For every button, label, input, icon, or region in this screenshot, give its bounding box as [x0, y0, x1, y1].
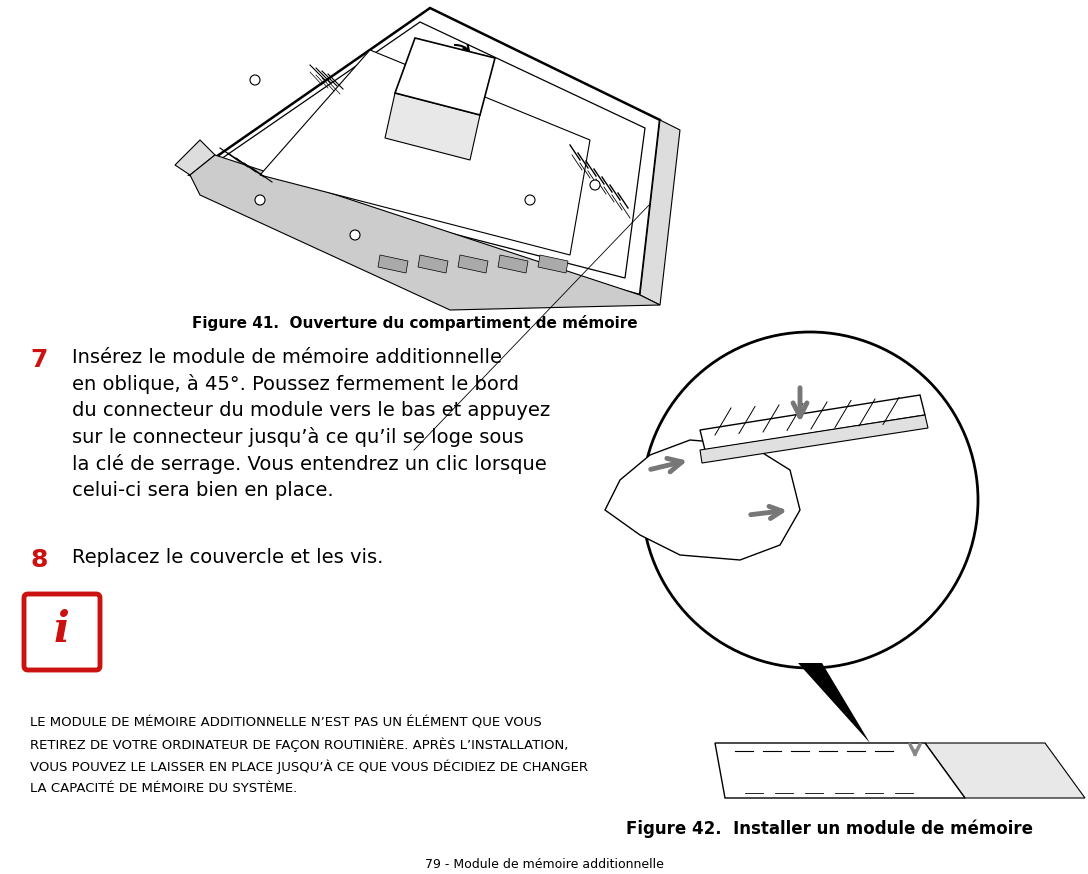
Polygon shape — [190, 8, 660, 295]
Polygon shape — [378, 255, 408, 273]
Text: Figure 41.  Ouverture du compartiment de mémoire: Figure 41. Ouverture du compartiment de … — [193, 315, 638, 331]
Circle shape — [255, 195, 265, 205]
Text: 7: 7 — [30, 348, 48, 372]
Polygon shape — [175, 140, 215, 175]
Polygon shape — [798, 663, 870, 743]
Text: i: i — [54, 609, 70, 651]
Polygon shape — [418, 255, 448, 273]
Text: Replacez le couvercle et les vis.: Replacez le couvercle et les vis. — [72, 548, 383, 567]
Text: VOUS POUVEZ LE LAISSER EN PLACE JUSQU’À CE QUE VOUS DÉCIDIEZ DE CHANGER: VOUS POUVEZ LE LAISSER EN PLACE JUSQU’À … — [30, 760, 588, 774]
Polygon shape — [925, 743, 1085, 798]
Text: LA CAPACITÉ DE MÉMOIRE DU SYSTÈME.: LA CAPACITÉ DE MÉMOIRE DU SYSTÈME. — [30, 782, 297, 795]
Polygon shape — [715, 743, 965, 798]
Polygon shape — [700, 415, 928, 463]
Polygon shape — [458, 255, 489, 273]
Polygon shape — [205, 22, 645, 278]
Polygon shape — [640, 120, 680, 305]
Polygon shape — [190, 155, 660, 310]
Polygon shape — [605, 440, 800, 560]
Text: LE MODULE DE MÉMOIRE ADDITIONNELLE N’EST PAS UN ÉLÉMENT QUE VOUS: LE MODULE DE MÉMOIRE ADDITIONNELLE N’EST… — [30, 716, 542, 729]
Polygon shape — [700, 395, 925, 450]
FancyBboxPatch shape — [24, 594, 100, 670]
Polygon shape — [498, 255, 528, 273]
Circle shape — [642, 332, 978, 668]
Polygon shape — [395, 38, 495, 115]
Polygon shape — [260, 50, 590, 255]
Circle shape — [526, 195, 535, 205]
Text: 79 - Module de mémoire additionnelle: 79 - Module de mémoire additionnelle — [424, 858, 664, 871]
Text: RETIREZ DE VOTRE ORDINATEUR DE FAÇON ROUTINIÈRE. APRÈS L’INSTALLATION,: RETIREZ DE VOTRE ORDINATEUR DE FAÇON ROU… — [30, 738, 568, 753]
Circle shape — [250, 75, 260, 85]
Polygon shape — [537, 255, 568, 273]
Circle shape — [590, 180, 599, 190]
Text: 8: 8 — [30, 548, 48, 572]
Text: Insérez le module de mémoire additionnelle
en oblique, à 45°. Poussez fermement : Insérez le module de mémoire additionnel… — [72, 348, 551, 500]
Text: Figure 42.  Installer un module de mémoire: Figure 42. Installer un module de mémoir… — [627, 820, 1034, 838]
Polygon shape — [385, 93, 480, 160]
Circle shape — [350, 230, 360, 240]
